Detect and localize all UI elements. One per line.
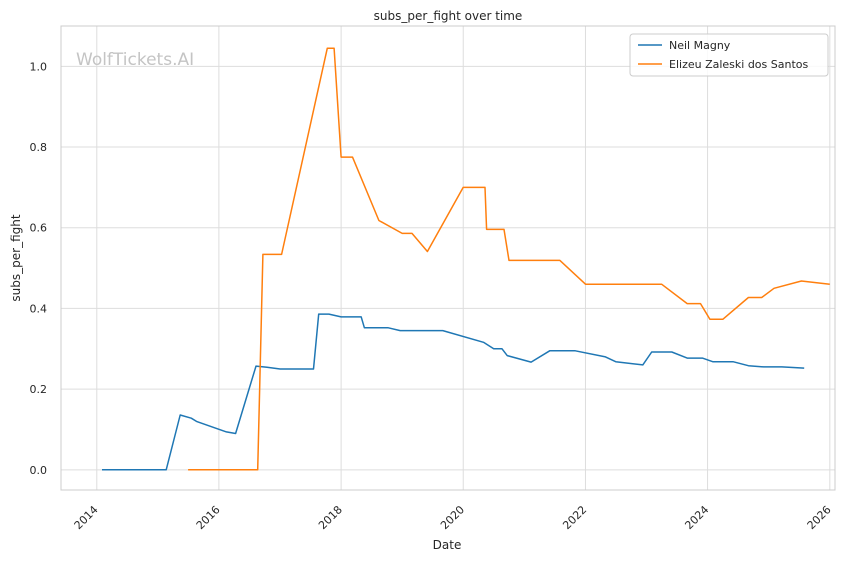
series-line-neil-magny <box>102 313 805 471</box>
y-tick-label: 0.6 <box>30 222 48 235</box>
y-tick-label: 1.0 <box>30 60 48 73</box>
legend-label-elizeu-zaleski: Elizeu Zaleski dos Santos <box>669 58 809 71</box>
plot-frame <box>60 25 836 491</box>
watermark-text: WolfTickets.AI <box>76 50 194 70</box>
x-axis-title: Date <box>433 538 462 552</box>
y-tick-label: 0.0 <box>30 464 48 477</box>
series-layer <box>102 47 830 471</box>
legend: Neil Magny Elizeu Zaleski dos Santos <box>629 33 829 77</box>
chart-title: subs_per_fight over time <box>374 9 523 23</box>
y-axis-title: subs_per_fight <box>9 214 23 301</box>
y-tick-label: 0.8 <box>30 141 48 154</box>
series-line-elizeu-zaleski-dos-santos <box>188 47 830 471</box>
legend-box <box>629 33 829 77</box>
y-tick-label: 0.4 <box>30 302 48 315</box>
y-tick-label: 0.2 <box>30 383 48 396</box>
gridlines <box>61 26 835 490</box>
legend-label-neil-magny: Neil Magny <box>669 39 731 52</box>
